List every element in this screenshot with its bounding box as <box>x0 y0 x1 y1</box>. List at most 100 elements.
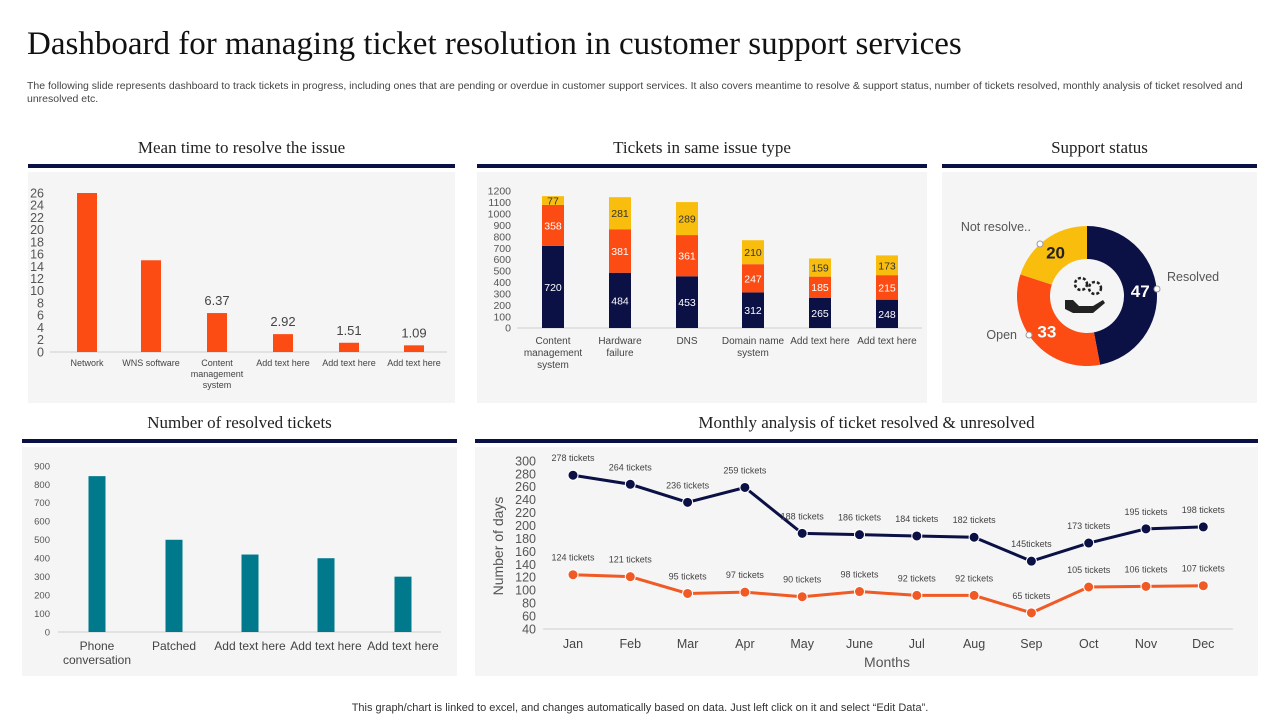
data-label: 145tickets <box>1011 539 1052 549</box>
data-point <box>682 496 694 508</box>
donut-slice <box>1020 226 1087 285</box>
data-label: 184 tickets <box>895 514 939 524</box>
panel-divider <box>942 164 1257 168</box>
panel-divider <box>477 164 927 168</box>
data-point <box>854 586 865 598</box>
x-tick-label: June <box>846 637 873 651</box>
data-label: 248 <box>878 309 896 321</box>
data-label: 281 <box>611 208 629 220</box>
data-label: 278 tickets <box>551 453 595 463</box>
y-tick-label: 60 <box>522 609 536 623</box>
page-description: The following slide represents dashboard… <box>27 80 1243 105</box>
x-tick-label: Add text here <box>214 639 286 653</box>
y-tick-label: 500 <box>493 266 511 278</box>
bar <box>77 193 97 352</box>
y-tick-label: 100 <box>493 311 511 323</box>
leader-dot <box>1153 285 1161 293</box>
y-tick-label: 1100 <box>488 197 511 209</box>
data-label: 77 <box>547 196 559 208</box>
y-tick-label: 18 <box>30 235 44 249</box>
x-tick-label: Add text here <box>322 358 376 368</box>
x-tick-label: Add text here <box>290 639 362 653</box>
data-label: 361 <box>678 251 696 263</box>
x-tick-label: Hardware failure <box>598 336 642 359</box>
data-point <box>911 589 923 601</box>
y-tick-label: 140 <box>515 558 536 572</box>
stacked-bar-segment <box>542 196 564 205</box>
stacked-bar-segment <box>676 202 698 236</box>
y-tick-label: 22 <box>30 211 44 225</box>
y-tick-label: 1200 <box>488 186 512 198</box>
data-label: 381 <box>611 246 629 258</box>
data-label: 173 tickets <box>1067 521 1111 531</box>
x-tick-label: May <box>790 637 814 651</box>
data-label: 107 tickets <box>1182 564 1226 574</box>
stacked-bar-segment <box>809 297 831 328</box>
stacked-bar-segment <box>742 292 764 328</box>
donut-slice <box>1016 274 1101 366</box>
stacked-bar-segment <box>742 240 764 265</box>
data-point <box>567 569 579 581</box>
data-point <box>1140 523 1152 535</box>
slice-label: Resolved <box>1167 270 1219 284</box>
data-label: 236 tickets <box>666 480 710 490</box>
data-point <box>1197 580 1209 592</box>
data-label: 65 tickets <box>1012 591 1051 601</box>
data-label: 92 tickets <box>955 573 994 583</box>
slice-label: Open <box>986 328 1017 342</box>
x-tick-label: Network <box>70 358 104 368</box>
y-tick-label: 26 <box>30 186 44 200</box>
y-tick-label: 300 <box>515 454 536 468</box>
series-line <box>572 573 1204 615</box>
data-label: 1.51 <box>336 323 361 338</box>
x-tick-label: Content management system <box>191 358 244 390</box>
y-tick-label: 24 <box>30 199 44 213</box>
y-tick-label: 20 <box>30 223 44 237</box>
data-label: 210 <box>744 247 762 259</box>
x-tick-label: Phone conversation <box>63 639 131 667</box>
panel-title-issue-type: Tickets in same issue type <box>613 138 791 157</box>
stacked-bar-segment <box>809 276 831 298</box>
x-tick-label: WNS software <box>122 358 180 368</box>
data-label: 98 tickets <box>840 570 879 580</box>
bar <box>317 558 335 632</box>
panel-title-monthly: Monthly analysis of ticket resolved & un… <box>698 413 1035 432</box>
panel-title-support-status: Support status <box>1051 138 1148 157</box>
data-label: 195 tickets <box>1124 507 1168 517</box>
data-point <box>682 587 694 599</box>
x-tick-label: Content management system <box>524 336 583 371</box>
data-label: 198 tickets <box>1182 505 1226 515</box>
x-tick-label: Patched <box>152 639 196 653</box>
stacked-bar-segment <box>542 204 564 246</box>
y-tick-label: 900 <box>493 220 511 232</box>
panel-divider <box>22 439 457 443</box>
panel-divider <box>475 439 1258 443</box>
y-tick-label: 200 <box>34 590 50 601</box>
x-tick-label: Nov <box>1135 637 1158 651</box>
slice-value: 47 <box>1131 282 1150 301</box>
stacked-bar-segment <box>876 275 898 300</box>
y-tick-label: 600 <box>493 254 511 266</box>
data-label: 2.92 <box>270 314 295 329</box>
y-tick-label: 160 <box>515 545 536 559</box>
y-tick-label: 100 <box>34 609 50 620</box>
x-tick-label: Apr <box>735 637 754 651</box>
y-tick-label: 12 <box>30 272 44 286</box>
bar <box>273 334 293 352</box>
bar <box>394 576 412 632</box>
gear-icon <box>1073 276 1089 292</box>
data-label: 121 tickets <box>609 555 653 565</box>
y-tick-label: 240 <box>515 493 536 507</box>
data-point <box>854 529 865 541</box>
data-label: 90 tickets <box>783 575 822 585</box>
data-label: 259 tickets <box>723 465 767 475</box>
gear-icon <box>1087 280 1103 296</box>
data-point <box>1140 580 1152 592</box>
data-point <box>1025 607 1037 619</box>
data-label: 159 <box>811 263 829 275</box>
stacked-bar-segment <box>609 229 631 273</box>
data-label: 105 tickets <box>1067 565 1111 575</box>
stacked-bar-segment <box>609 272 631 328</box>
x-axis-title: Months <box>864 654 910 670</box>
page-title: Dashboard for managing ticket resolution… <box>27 26 962 62</box>
